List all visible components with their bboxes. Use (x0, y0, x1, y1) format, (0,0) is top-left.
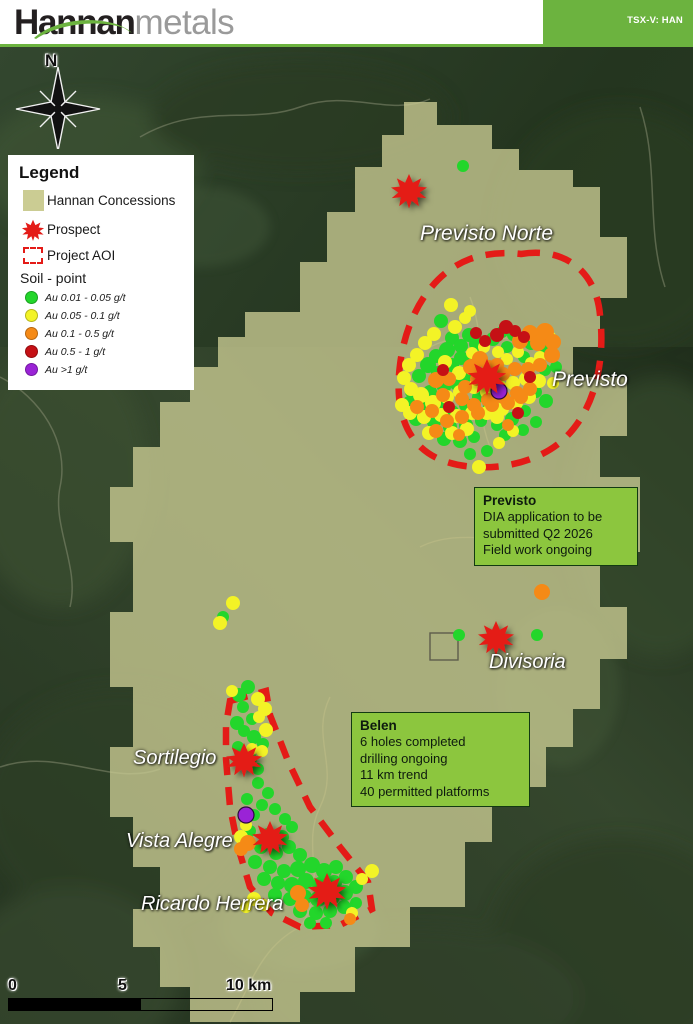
map-label-sortilegio: Sortilegio (133, 747, 217, 769)
logo-plate: Hannanmetals (0, 0, 543, 44)
scale-tick-10: 10 km (226, 977, 272, 994)
legend-soil-class-4: Au 0.5 - 1 g/t (19, 345, 185, 358)
legend-label-aoi: Project AOI (47, 248, 116, 263)
legend-item-concessions: Hannan Concessions (19, 190, 185, 211)
legend-soil-title: Soil - point (20, 270, 87, 286)
legend-title: Legend (19, 163, 80, 182)
legend-soil-label-1: Au 0.01 - 0.05 g/t (45, 291, 126, 304)
prospect-marker-sortilegio (226, 743, 262, 778)
concession-swatch-icon (19, 190, 47, 211)
soil-dot-purple-icon (25, 363, 38, 376)
legend-label-prospect: Prospect (47, 221, 101, 237)
prospect-markers (226, 174, 514, 910)
legend-label-concessions: Hannan Concessions (47, 193, 176, 208)
callout-previsto-line-1: DIA application to be (483, 509, 603, 524)
legend-soil-label-5: Au >1 g/t (45, 363, 88, 376)
hannan-metals-logo: Hannanmetals (14, 2, 534, 44)
prospect-marker-previsto (467, 359, 507, 396)
legend-soil-class-2: Au 0.05 - 0.1 g/t (19, 309, 185, 322)
legend-soil-class-1: Au 0.01 - 0.05 g/t (19, 291, 185, 304)
map-canvas[interactable]: N (0, 47, 693, 1024)
compass-star-icon (15, 66, 101, 149)
aoi-dashed-box-icon (19, 247, 47, 264)
survey-square-marker (429, 632, 459, 661)
aoi-previsto (395, 249, 605, 471)
soil-dot-yellow-icon (25, 309, 38, 322)
callout-belen-line-2: drilling ongoing (360, 750, 448, 766)
prospect-marker-ricardo-herrera (307, 873, 347, 910)
scale-bar-labels: 0 5 10 km (8, 977, 288, 998)
page-header: Hannanmetals TSX-V: HAN (0, 0, 693, 47)
legend-soil-label-3: Au 0.1 - 0.5 g/t (45, 327, 114, 340)
soil-dot-green-icon (25, 291, 38, 304)
header-underline (0, 44, 543, 47)
scale-bar-fill (9, 999, 141, 1010)
map-label-ricardo-herrera: Ricardo Herrera (141, 893, 284, 915)
legend-soil-class-3: Au 0.1 - 0.5 g/t (19, 327, 185, 340)
logo-secondary-text: metals (134, 3, 235, 42)
legend-soil-label-4: Au 0.5 - 1 g/t (45, 345, 106, 358)
callout-previsto-line-3: Field work ongoing (483, 542, 593, 557)
scale-tick-5: 5 (118, 977, 127, 994)
soil-dot-orange-icon (25, 327, 38, 340)
logo-text: Hannanmetals (14, 2, 235, 44)
callout-previsto: Previsto DIA application to be submitted… (474, 487, 638, 566)
legend-item-prospect: Prospect (19, 217, 185, 241)
soil-points-previsto (395, 160, 562, 474)
map-legend: Legend Hannan Concessions Prospect Proje… (8, 155, 194, 390)
prospect-star-icon (19, 217, 47, 241)
scale-bar-track (8, 998, 273, 1011)
callout-belen-line-4: 40 permitted platforms (360, 783, 490, 799)
map-label-previsto: Previsto (552, 368, 628, 391)
soil-points-scattered (213, 584, 550, 641)
soil-points-belen (226, 680, 379, 929)
callout-belen-title: Belen (360, 718, 397, 733)
legend-soil-class-5: Au >1 g/t (19, 363, 185, 376)
map-label-vista-alegre: Vista Alegre (126, 830, 233, 852)
prospect-marker-divisoria (478, 621, 514, 656)
stock-ticker: TSX-V: HAN (627, 15, 683, 26)
prospect-marker-vista-alegre (252, 821, 288, 856)
aoi-belen (222, 686, 376, 931)
callout-belen: Belen 6 holes completed drilling ongoing… (351, 712, 530, 807)
scale-tick-0: 0 (8, 977, 17, 994)
compass-north-label: N (45, 51, 58, 70)
scale-bar: 0 5 10 km (8, 977, 288, 1011)
prospect-marker-previsto-norte (391, 174, 427, 209)
callout-belen-line-1: 6 holes completed (360, 734, 466, 749)
callout-previsto-line-2: submitted Q2 2026 (483, 525, 593, 541)
compass-rose: N (14, 51, 102, 149)
callout-belen-line-3: 11 km trend (360, 767, 428, 782)
map-label-divisoria: Divisoria (489, 651, 566, 673)
soil-dot-red-icon (25, 345, 38, 358)
basemap-layer (0, 47, 693, 1024)
map-label-previsto-norte: Previsto Norte (420, 222, 554, 245)
legend-item-aoi: Project AOI (19, 247, 185, 264)
legend-soil-label-2: Au 0.05 - 0.1 g/t (45, 309, 120, 322)
callout-previsto-title: Previsto (483, 493, 537, 508)
logo-primary-text: Hannan (14, 3, 136, 42)
